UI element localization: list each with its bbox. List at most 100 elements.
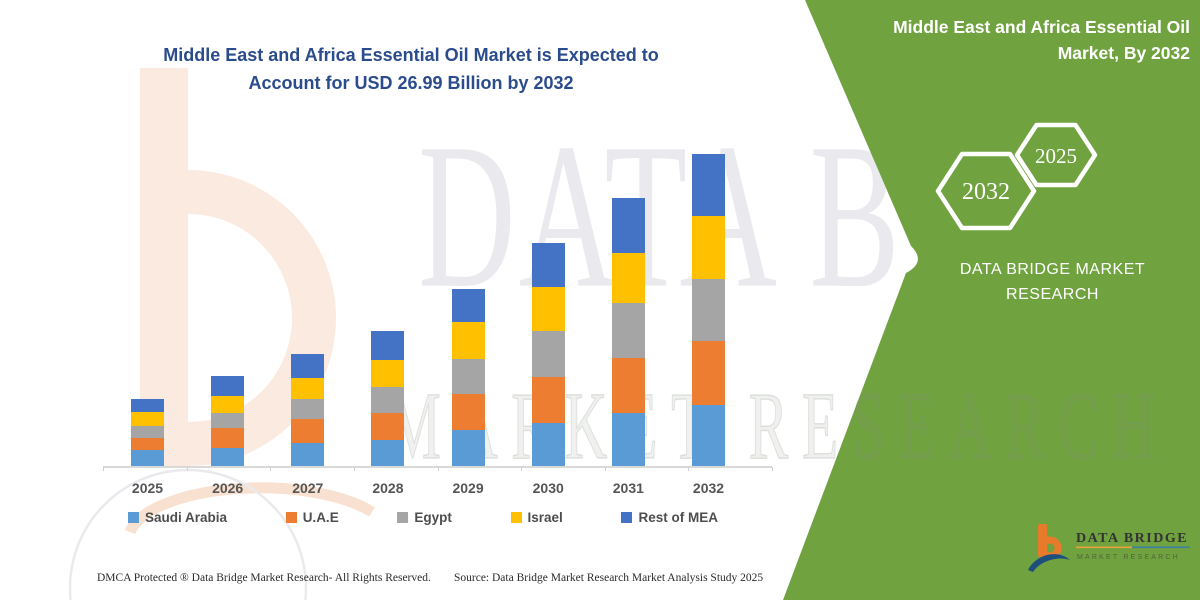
hexagon-2025 <box>1014 122 1098 188</box>
legend-swatch-israel <box>510 512 522 523</box>
legend-item-saudi-arabia: Saudi Arabia <box>128 510 227 525</box>
bar-2026: 2026 <box>211 154 245 496</box>
legend-label-egypt: Egypt <box>414 510 452 525</box>
axis-tick <box>521 467 523 471</box>
logo-wordmark: DATA BRIDGE <box>1076 531 1188 546</box>
segment-egypt-2025 <box>131 426 164 438</box>
data-bridge-logo: DATA BRIDGE MARKET RESEARCH <box>1028 524 1190 572</box>
legend-item-egypt: Egypt <box>397 510 452 525</box>
legend-label-rest-of-mea: Rest of MEA <box>638 510 718 525</box>
x-axis-label-2032: 2032 <box>692 480 725 496</box>
segment-u-a-e-2026 <box>211 427 245 448</box>
dmca-footer-text: DMCA Protected ® Data Bridge Market Rese… <box>97 572 431 584</box>
axis-tick <box>186 467 188 471</box>
segment-u-a-e-2031 <box>611 358 645 414</box>
axis-tick <box>772 467 773 471</box>
logo-b-icon <box>1028 524 1070 572</box>
segment-egypt-2026 <box>211 413 245 428</box>
segment-israel-2031 <box>611 252 645 304</box>
segment-saudi-arabia-2027 <box>291 443 325 466</box>
segment-saudi-arabia-2029 <box>451 430 485 466</box>
legend-item-rest-of-mea: Rest of MEA <box>621 510 718 525</box>
x-axis-label-2030: 2030 <box>532 480 564 496</box>
segment-u-a-e-2027 <box>291 418 325 443</box>
segment-egypt-2029 <box>451 358 485 395</box>
segment-u-a-e-2028 <box>371 413 405 440</box>
segment-israel-2026 <box>211 396 245 414</box>
segment-israel-2028 <box>371 359 405 388</box>
segment-u-a-e-2025 <box>131 437 164 451</box>
axis-tick <box>437 467 439 471</box>
segment-saudi-arabia-2025 <box>131 450 164 466</box>
x-axis-label-2028: 2028 <box>372 480 404 496</box>
legend-label-u-a-e: U.A.E <box>302 510 339 525</box>
bar-2027: 2027 <box>291 154 325 496</box>
segment-saudi-arabia-2026 <box>211 447 245 466</box>
segment-saudi-arabia-2032 <box>691 405 725 466</box>
segment-u-a-e-2032 <box>691 341 725 405</box>
axis-tick <box>353 467 355 471</box>
source-footer-text: Source: Data Bridge Market Research Mark… <box>454 572 764 584</box>
segment-israel-2025 <box>131 411 164 427</box>
legend-label-israel: Israel <box>527 510 563 525</box>
segment-israel-2030 <box>531 287 565 331</box>
segment-u-a-e-2029 <box>451 394 485 431</box>
segment-israel-2032 <box>691 216 725 280</box>
segment-egypt-2031 <box>611 303 645 359</box>
logo-subtext: MARKET RESEARCH <box>1077 554 1180 561</box>
x-axis-label-2025: 2025 <box>131 480 164 496</box>
legend-swatch-rest-of-mea <box>621 512 633 523</box>
axis-tick <box>103 467 104 471</box>
watermark-text-bottom: MARKET RESEARCH <box>388 372 1169 479</box>
legend-item-u-a-e: U.A.E <box>285 510 339 525</box>
x-axis-line <box>103 466 772 468</box>
legend-swatch-u-a-e <box>285 512 297 523</box>
segment-egypt-2027 <box>291 399 325 419</box>
segment-rest-of-mea-2029 <box>451 288 485 322</box>
segment-saudi-arabia-2031 <box>611 413 645 466</box>
legend-item-israel: Israel <box>510 510 563 525</box>
chart-title: Middle East and Africa Essential Oil Mar… <box>163 45 659 93</box>
chart-legend: Saudi Arabia U.A.E Egypt Israel Rest of MEA <box>128 510 718 525</box>
plot-area: 2025 2026 2027 2028 2029 2030 2031 2032 <box>131 154 725 496</box>
x-axis-label-2027: 2027 <box>292 480 324 496</box>
segment-rest-of-mea-2030 <box>531 242 565 288</box>
axis-tick <box>688 467 690 471</box>
legend-label-saudi-arabia: Saudi Arabia <box>145 510 228 525</box>
segment-rest-of-mea-2026 <box>211 376 245 397</box>
hexagon-2032-label: 2032 <box>962 179 1010 205</box>
bar-2025: 2025 <box>131 154 164 496</box>
year-hexagons: 2032 2025 <box>935 122 1098 231</box>
segment-saudi-arabia-2030 <box>531 422 565 466</box>
x-axis-label-2031: 2031 <box>612 480 644 496</box>
segment-egypt-2030 <box>531 330 565 377</box>
segment-rest-of-mea-2031 <box>611 197 645 253</box>
segment-israel-2027 <box>291 377 325 400</box>
bar-2029: 2029 <box>451 154 485 496</box>
axis-tick <box>604 467 606 471</box>
legend-swatch-egypt <box>397 512 409 523</box>
hexagon-2025-label: 2025 <box>1035 144 1077 168</box>
bar-2031: 2031 <box>611 154 645 496</box>
segment-egypt-2032 <box>691 279 725 341</box>
legend-swatch-saudi-arabia <box>128 512 139 523</box>
segment-egypt-2028 <box>371 387 405 414</box>
bar-2032: 2032 <box>691 154 725 496</box>
x-axis-label-2029: 2029 <box>452 480 484 496</box>
x-axis-label-2026: 2026 <box>212 480 244 496</box>
axis-tick <box>270 467 272 471</box>
segment-rest-of-mea-2032 <box>691 154 725 217</box>
segment-saudi-arabia-2028 <box>371 439 405 466</box>
hexagon-2032 <box>935 151 1037 231</box>
panel-title: Middle East and Africa Essential Oil Mar… <box>893 17 1190 64</box>
segment-israel-2029 <box>451 321 485 359</box>
segment-u-a-e-2030 <box>531 376 565 423</box>
bar-2030: 2030 <box>531 154 565 496</box>
segment-rest-of-mea-2028 <box>371 331 405 360</box>
bar-2028: 2028 <box>371 154 405 496</box>
segment-rest-of-mea-2027 <box>291 353 325 378</box>
brand-text: DATA BRIDGE MARKET RESEARCH <box>959 261 1146 303</box>
